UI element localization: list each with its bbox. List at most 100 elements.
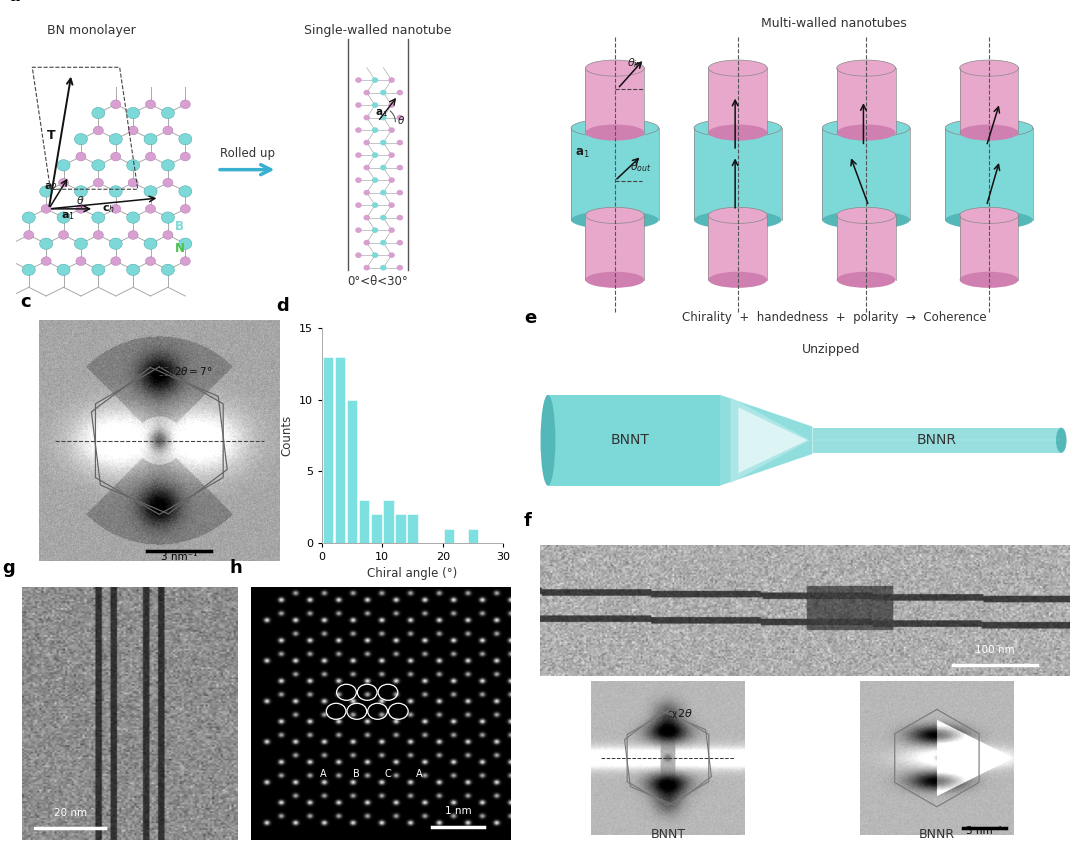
Circle shape	[364, 190, 370, 196]
Bar	[708, 216, 767, 280]
Circle shape	[364, 165, 370, 170]
Bar	[960, 216, 1018, 280]
Circle shape	[396, 140, 403, 145]
Circle shape	[144, 186, 157, 197]
Bar	[323, 356, 334, 543]
Bar	[585, 216, 645, 280]
Circle shape	[111, 100, 121, 109]
Bar	[945, 128, 1032, 220]
Circle shape	[129, 126, 138, 135]
Bar	[468, 528, 478, 543]
Circle shape	[92, 160, 105, 171]
Polygon shape	[720, 395, 812, 485]
Circle shape	[355, 152, 362, 158]
Circle shape	[93, 126, 104, 135]
Circle shape	[126, 265, 139, 276]
Circle shape	[161, 160, 175, 171]
Y-axis label: Counts: Counts	[280, 415, 294, 456]
Polygon shape	[739, 407, 807, 473]
Text: h: h	[230, 558, 243, 576]
Circle shape	[41, 204, 51, 213]
Circle shape	[57, 212, 70, 223]
Circle shape	[389, 203, 395, 208]
Circle shape	[355, 102, 362, 108]
Bar	[837, 216, 895, 280]
Circle shape	[92, 107, 105, 119]
Text: $2\theta = 7°$: $2\theta = 7°$	[174, 365, 213, 377]
Circle shape	[355, 253, 362, 258]
Circle shape	[23, 212, 36, 223]
Circle shape	[372, 127, 378, 133]
Bar	[571, 128, 659, 220]
X-axis label: Chiral angle (°): Chiral angle (°)	[367, 568, 458, 581]
Ellipse shape	[945, 119, 1032, 137]
Text: 1 nm: 1 nm	[445, 806, 471, 816]
Circle shape	[180, 257, 190, 265]
Circle shape	[76, 204, 86, 213]
Circle shape	[111, 152, 121, 161]
Circle shape	[129, 230, 138, 240]
Text: e: e	[524, 309, 537, 327]
Circle shape	[93, 230, 104, 240]
Circle shape	[389, 152, 395, 158]
Circle shape	[161, 265, 175, 276]
Circle shape	[93, 179, 104, 187]
Circle shape	[364, 89, 370, 95]
Circle shape	[58, 230, 68, 240]
Text: 100 nm: 100 nm	[975, 645, 1015, 655]
Text: $\mathbf{T}$: $\mathbf{T}$	[46, 129, 57, 142]
Circle shape	[364, 215, 370, 221]
Text: C: C	[384, 769, 391, 779]
Bar	[812, 428, 1062, 453]
Circle shape	[76, 257, 86, 265]
Text: $\theta_{in}$: $\theta_{in}$	[626, 56, 642, 70]
Text: $\mathbf{a}_1$: $\mathbf{a}_1$	[575, 147, 590, 160]
Ellipse shape	[708, 125, 767, 141]
Text: $\mathbf{c}_h$: $\mathbf{c}_h$	[102, 203, 114, 215]
Bar	[585, 68, 645, 132]
Circle shape	[380, 89, 387, 95]
Circle shape	[40, 186, 53, 197]
Text: $\mathbf{a}_1$: $\mathbf{a}_1$	[375, 107, 389, 119]
Text: BN monolayer: BN monolayer	[48, 24, 136, 37]
Ellipse shape	[837, 271, 895, 288]
Text: $\theta$: $\theta$	[77, 193, 85, 205]
Circle shape	[40, 238, 53, 249]
Bar	[347, 399, 357, 543]
Circle shape	[355, 228, 362, 233]
Circle shape	[180, 152, 190, 161]
Circle shape	[364, 115, 370, 120]
Circle shape	[380, 240, 387, 246]
Circle shape	[161, 212, 175, 223]
Circle shape	[111, 257, 121, 265]
Circle shape	[23, 265, 36, 276]
Circle shape	[372, 77, 378, 83]
Ellipse shape	[837, 125, 895, 141]
Circle shape	[163, 179, 173, 187]
Circle shape	[180, 204, 190, 213]
Circle shape	[396, 240, 403, 246]
Text: $\mathbf{a}_2$: $\mathbf{a}_2$	[44, 181, 57, 193]
Circle shape	[355, 77, 362, 83]
Circle shape	[364, 240, 370, 246]
Ellipse shape	[571, 119, 659, 137]
Text: g: g	[2, 558, 15, 576]
Circle shape	[355, 127, 362, 133]
Circle shape	[58, 179, 68, 187]
Circle shape	[364, 265, 370, 271]
Ellipse shape	[1056, 428, 1067, 453]
Text: A: A	[320, 769, 326, 779]
Text: B: B	[174, 220, 184, 233]
Bar	[383, 500, 394, 543]
Circle shape	[92, 265, 105, 276]
Circle shape	[163, 230, 173, 240]
Circle shape	[180, 100, 190, 109]
Ellipse shape	[585, 271, 645, 288]
Text: Rolled up: Rolled up	[219, 148, 274, 161]
Text: c: c	[19, 293, 30, 311]
Circle shape	[109, 186, 122, 197]
Text: B: B	[353, 769, 361, 779]
Circle shape	[389, 127, 395, 133]
Circle shape	[380, 165, 387, 170]
Polygon shape	[730, 398, 810, 483]
